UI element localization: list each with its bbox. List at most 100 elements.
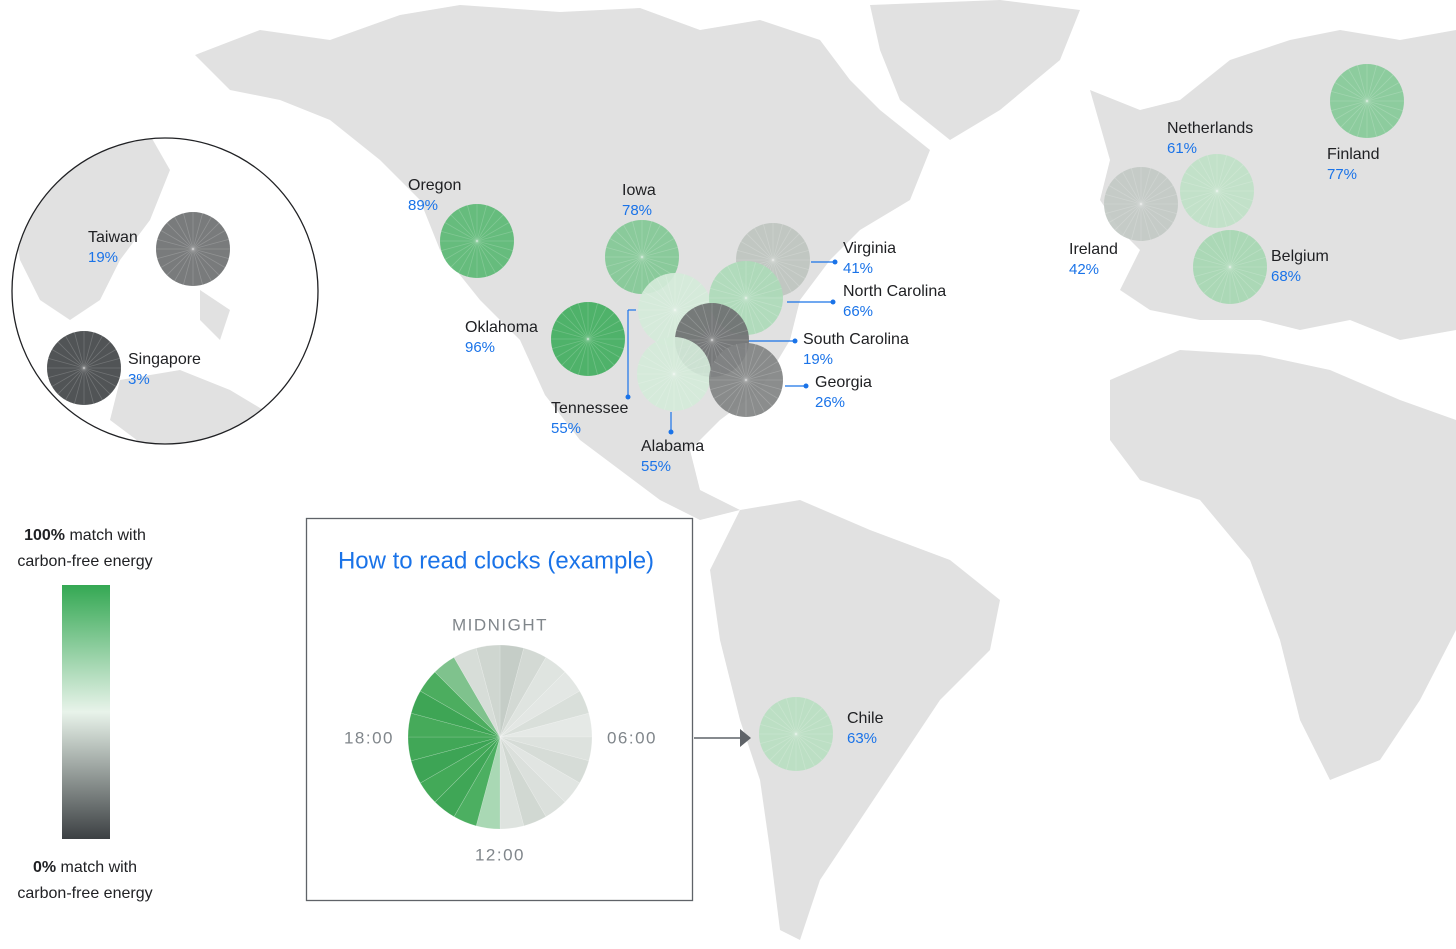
clock-spoke xyxy=(641,256,675,276)
clock-spoke xyxy=(192,248,203,285)
location-percent: 41% xyxy=(843,260,873,277)
clock-spoke xyxy=(192,248,220,276)
clock-spoke xyxy=(1140,171,1160,205)
clock-spoke xyxy=(1334,82,1368,102)
clock-spoke xyxy=(638,373,675,384)
clock-spoke xyxy=(1184,172,1218,192)
clock-spoke xyxy=(685,313,713,341)
location-percent: 61% xyxy=(1167,140,1197,157)
clock-spoke xyxy=(1366,100,1386,134)
clock-spoke xyxy=(587,329,624,340)
clock-spoke xyxy=(664,338,675,375)
clock-spoke xyxy=(673,373,707,393)
clock-spoke xyxy=(1140,177,1168,205)
clock-spoke xyxy=(632,221,643,258)
location-percent: 78% xyxy=(622,202,652,219)
clock-spoke xyxy=(1216,155,1227,192)
clock-spoke xyxy=(713,361,747,381)
clock-spoke xyxy=(552,329,589,340)
clock-spoke xyxy=(1108,185,1142,205)
clock-spoke xyxy=(719,271,747,299)
clock-spoke xyxy=(632,256,643,293)
clock-spoke xyxy=(1229,266,1257,294)
location-name: Taiwan xyxy=(88,229,138,246)
clock-spoke xyxy=(1131,168,1142,205)
example-slice xyxy=(499,736,525,830)
clock-spoke xyxy=(648,283,676,311)
clock-spoke xyxy=(1211,266,1231,300)
leaders xyxy=(625,259,838,435)
location-name: Georgia xyxy=(815,374,872,391)
clock-spoke xyxy=(555,338,589,358)
legend-bottom-line2: carbon-free energy xyxy=(17,885,152,902)
example-slice xyxy=(419,736,501,803)
clock-spoke xyxy=(1140,203,1151,240)
clock-spoke xyxy=(587,312,615,340)
clock-spoke xyxy=(1194,257,1231,268)
clock-spoke xyxy=(476,208,496,242)
clock-spoke xyxy=(641,355,675,375)
clock-spoke xyxy=(51,349,85,369)
clock-spoke xyxy=(676,330,713,341)
clock-spoke xyxy=(192,230,226,250)
clock-spoke xyxy=(673,341,693,375)
clock-spoke xyxy=(157,248,194,259)
clock-spoke xyxy=(578,303,589,340)
clock-spoke xyxy=(642,309,676,329)
example-slice xyxy=(499,647,547,738)
clock-spoke xyxy=(736,379,747,416)
clock-spoke xyxy=(745,379,756,416)
clock-spoke xyxy=(1216,164,1244,192)
inset-land xyxy=(12,138,318,444)
clock-spoke xyxy=(711,321,745,341)
clock-spoke xyxy=(1216,181,1253,192)
clock-spoke xyxy=(693,307,713,341)
clock-spoke xyxy=(1340,100,1368,128)
clock xyxy=(637,337,711,411)
clock-spoke xyxy=(1357,100,1368,137)
clock-spoke xyxy=(1229,234,1249,268)
clock-spoke xyxy=(745,265,765,299)
clock-spoke xyxy=(65,367,85,401)
clock-spoke xyxy=(609,256,643,276)
example-top: MIDNIGHT xyxy=(452,615,548,634)
clock-spoke xyxy=(467,205,478,242)
example-slice xyxy=(499,736,581,803)
clock-spoke xyxy=(1366,100,1377,137)
clock-spoke xyxy=(1140,194,1177,205)
clock-spoke xyxy=(745,361,779,381)
clock-spoke xyxy=(1194,266,1231,277)
clock-spoke xyxy=(166,248,194,276)
clock-spoke xyxy=(647,373,675,401)
clock-spoke xyxy=(83,367,120,378)
clock-spoke xyxy=(192,248,226,268)
clock-spoke xyxy=(57,341,85,369)
location-percent: 89% xyxy=(408,197,438,214)
example-slice xyxy=(499,712,593,738)
clock-spoke xyxy=(772,259,809,270)
example-slice xyxy=(499,656,566,738)
clock-spoke xyxy=(1216,158,1236,192)
clock-spoke xyxy=(476,240,504,268)
example-left: 18:00 xyxy=(344,728,394,747)
clock-spoke xyxy=(740,241,774,261)
clock-spoke xyxy=(160,248,194,268)
location-name: Ireland xyxy=(1069,241,1118,258)
clock-spoke xyxy=(711,330,748,341)
clock xyxy=(156,212,230,286)
clock-spoke xyxy=(679,321,713,341)
clock-spoke xyxy=(192,248,212,282)
clock-spoke xyxy=(1220,266,1231,303)
clock-spoke xyxy=(772,259,792,293)
location-name: Chile xyxy=(847,710,884,727)
clock-spoke xyxy=(1197,266,1231,286)
clock-spoke xyxy=(674,277,694,311)
clock-spoke xyxy=(561,338,589,366)
clock xyxy=(605,220,679,294)
clock-spoke xyxy=(674,300,711,311)
clock-spoke xyxy=(1366,100,1403,111)
clock-spoke xyxy=(1357,65,1368,102)
clock-spoke xyxy=(1229,257,1266,268)
clock-spoke xyxy=(665,274,676,311)
location-percent: 19% xyxy=(803,351,833,368)
